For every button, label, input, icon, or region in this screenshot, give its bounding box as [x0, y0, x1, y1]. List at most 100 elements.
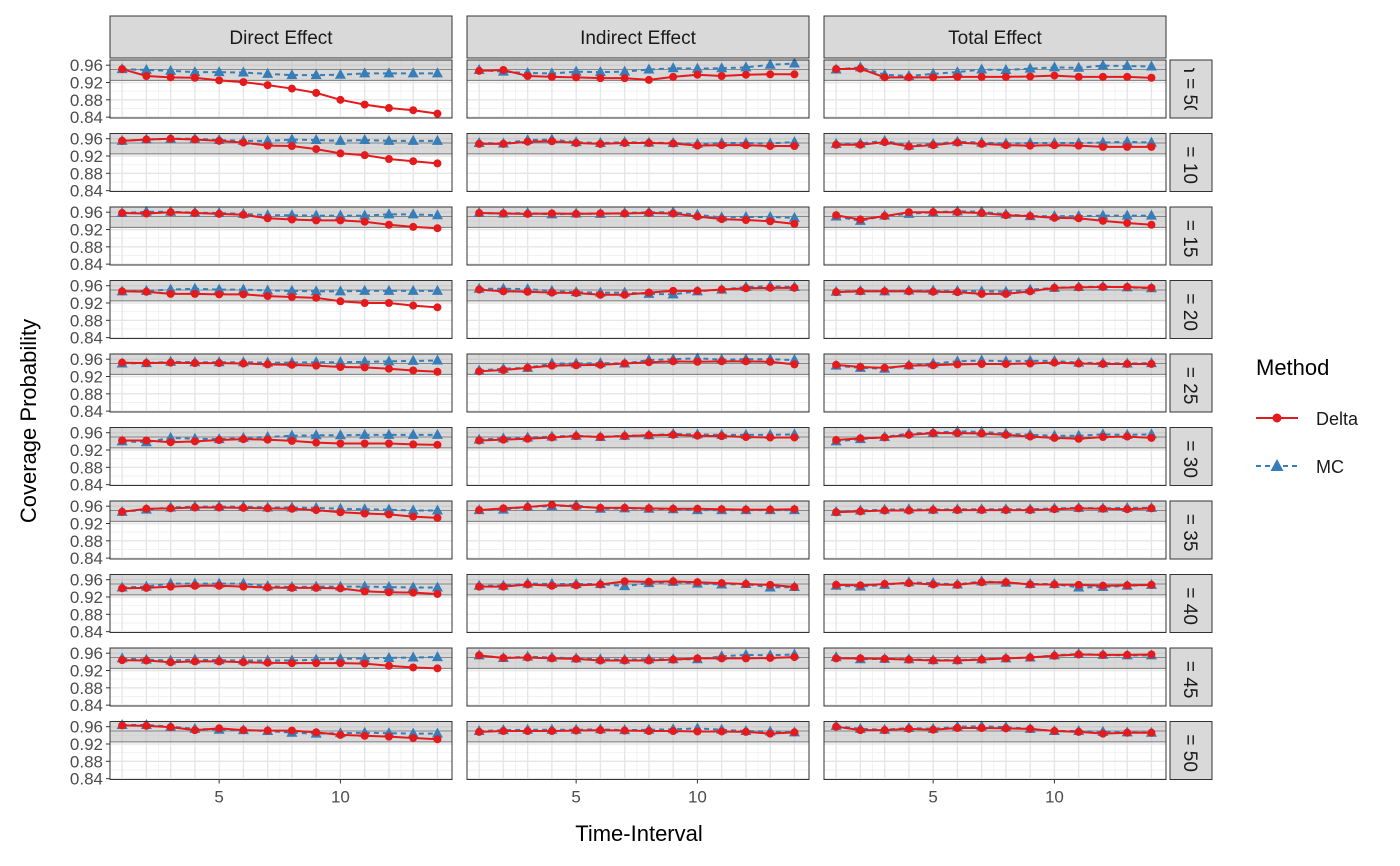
point-delta — [166, 73, 175, 82]
y-tick-label: 0.88 — [70, 238, 103, 257]
point-delta — [239, 503, 248, 512]
point-delta — [190, 209, 199, 218]
point-mc — [740, 61, 752, 72]
point-delta — [499, 504, 508, 513]
point-delta — [1098, 433, 1107, 442]
point-delta — [1074, 359, 1083, 368]
point-mc — [431, 504, 443, 515]
panel — [823, 574, 1167, 633]
y-tick-label: 0.92 — [70, 588, 103, 607]
point-mc — [976, 63, 988, 74]
point-mc — [359, 580, 371, 591]
panel-border — [823, 133, 1167, 192]
point-delta — [1123, 359, 1132, 368]
x-tick-label: 10 — [1045, 788, 1064, 807]
point-delta — [142, 721, 151, 730]
point-delta — [620, 656, 629, 665]
point-delta — [312, 361, 321, 370]
series-line-delta — [836, 507, 1152, 514]
point-delta — [1026, 141, 1035, 150]
point-delta — [475, 209, 484, 218]
point-delta — [215, 209, 224, 218]
panel — [823, 500, 1167, 560]
point-delta — [433, 367, 442, 376]
point-delta — [596, 433, 605, 442]
point-mc — [383, 284, 395, 295]
point-delta — [620, 503, 629, 512]
y-axis-title: Coverage Probability — [16, 319, 41, 523]
panel-border — [823, 647, 1167, 707]
point-mc — [431, 727, 443, 738]
point-mc — [359, 67, 371, 78]
point-delta — [190, 726, 199, 735]
point-delta — [856, 726, 865, 735]
panel — [466, 574, 810, 633]
point-delta — [166, 582, 175, 591]
point-delta — [239, 138, 248, 147]
panel — [109, 647, 453, 707]
point-delta — [620, 432, 629, 441]
point-delta — [1074, 650, 1083, 659]
point-mc — [237, 66, 249, 77]
point-delta — [766, 580, 775, 589]
point-delta — [499, 727, 508, 736]
point-delta — [360, 217, 369, 226]
y-tick-label: 0.84 — [70, 329, 103, 348]
point-delta — [547, 581, 556, 590]
point-delta — [856, 581, 865, 590]
series-line-delta — [479, 654, 795, 662]
point-delta — [1001, 430, 1010, 439]
point-delta — [384, 588, 393, 597]
point-delta — [790, 283, 799, 292]
y-tick-label: 0.92 — [70, 294, 103, 313]
point-delta — [409, 588, 418, 597]
row-strip-label: n = 300 — [1179, 425, 1200, 489]
point-delta — [499, 366, 508, 375]
point-delta — [644, 431, 653, 440]
point-delta — [790, 433, 799, 442]
y-tick-label: 0.84 — [70, 770, 103, 789]
row-strip — [1169, 206, 1213, 266]
legend-item: Delta — [1256, 409, 1359, 429]
point-delta — [572, 139, 581, 148]
panel — [466, 499, 810, 560]
point-delta — [1050, 580, 1059, 589]
point-delta — [499, 65, 508, 74]
point-delta — [880, 654, 889, 663]
point-mc — [189, 66, 201, 77]
reference-band — [110, 721, 452, 742]
panel — [823, 719, 1167, 780]
y-tick-label: 0.84 — [70, 255, 103, 274]
point-mc — [1000, 63, 1012, 74]
point-delta — [669, 209, 678, 218]
point-delta — [1098, 729, 1107, 738]
row-strip-label: n = 350 — [1179, 498, 1200, 562]
point-delta — [693, 504, 702, 513]
point-delta — [929, 429, 938, 438]
y-tick-label: 0.88 — [70, 458, 103, 477]
point-mc — [1048, 61, 1060, 72]
point-delta — [433, 109, 442, 118]
point-delta — [1050, 505, 1059, 514]
point-delta — [766, 505, 775, 514]
point-delta — [1147, 142, 1156, 151]
point-delta — [766, 357, 775, 366]
point-delta — [142, 209, 151, 218]
point-delta — [336, 149, 345, 158]
point-delta — [263, 292, 272, 301]
y-tick-label: 0.96 — [70, 130, 103, 149]
point-delta — [693, 286, 702, 295]
point-mc — [431, 428, 443, 439]
point-delta — [1026, 72, 1035, 81]
point-delta — [790, 219, 799, 228]
point-delta — [1026, 653, 1035, 662]
point-mc — [431, 581, 443, 592]
point-delta — [475, 582, 484, 591]
point-delta — [263, 726, 272, 735]
point-delta — [433, 303, 442, 312]
point-delta — [766, 729, 775, 738]
point-delta — [693, 654, 702, 663]
series-line-delta — [836, 581, 1152, 587]
panel-border — [823, 574, 1167, 633]
panel-border — [823, 206, 1167, 266]
